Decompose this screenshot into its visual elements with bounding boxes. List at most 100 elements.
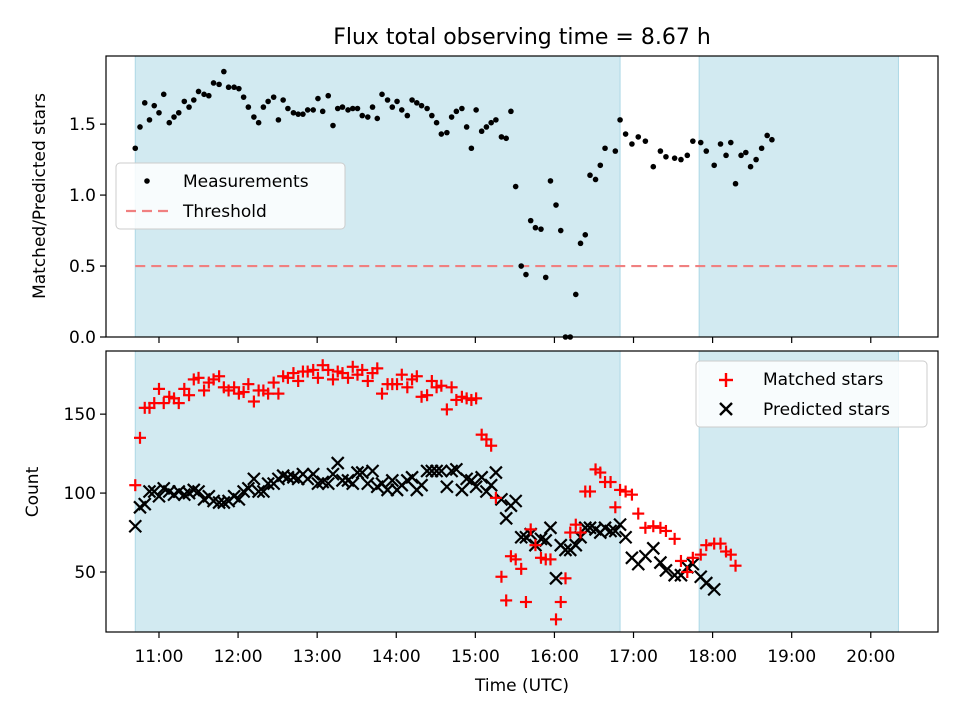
predicted-star-point [405,470,419,485]
predicted-star-point [667,568,682,582]
measurement-point [503,135,509,142]
measurement-point [404,112,411,119]
xtick-label: 15:00 [451,647,500,667]
measurement-point [231,84,237,91]
predicted-star-point [142,484,157,499]
predicted-star-point [434,464,449,478]
measurement-point [758,145,765,152]
measurement-point [498,134,505,140]
predicted-star-point [256,484,271,499]
legend-predicted-marker [719,402,733,416]
matched-star-point [625,488,638,501]
measurement-point [642,138,649,144]
bottom-y-axis-label: Count [23,466,43,517]
matched-star-point [686,551,699,564]
measurement-point [557,227,564,234]
top-shaded-intervals [134,55,899,338]
matched-star-point [609,501,622,514]
measurement-point [334,105,341,112]
matched-star-point [152,382,165,395]
measurement-point [512,183,519,190]
measurement-point [577,240,584,247]
predicted-star-point [247,472,261,486]
measurement-point [236,85,242,92]
predicted-star-point [128,519,143,534]
measurement-point [542,274,549,281]
measurement-point [330,122,336,129]
measurement-point [587,172,593,179]
predicted-star-point [558,543,573,557]
measurement-point [295,111,301,117]
measurement-point [210,80,217,86]
measurement-point [300,111,306,117]
measurement-point [359,112,366,119]
predicted-star-point [311,476,325,491]
measurement-point [409,97,415,103]
measurement-point [304,107,311,113]
measurement-point [429,112,435,119]
measurement-point [270,94,277,100]
matched-star-point [544,553,557,566]
predicted-star-point [429,464,444,478]
measurement-point [245,104,252,110]
shaded-interval-0 [134,350,621,633]
matched-star-point [470,392,483,405]
matched-star-point [614,483,627,496]
matched-star-point [322,363,335,376]
xtick-label: 18:00 [688,647,737,667]
measurement-point [617,117,623,123]
legend-predicted-label: Predicted stars [763,400,890,420]
top-y-ticks: 0.0 0.5 1.0 1.5 [69,115,106,348]
matched-star-point [213,370,226,383]
measurement-point [151,102,158,109]
measurement-point [418,102,425,109]
bottom-legend-box [695,360,928,428]
measurement-point [547,178,554,184]
matched-star-point [659,524,672,537]
measurement-point [657,148,664,154]
measurement-point [582,232,589,238]
matched-star-point [519,596,532,609]
matched-star-point [489,491,502,504]
predicted-star-point [569,538,583,552]
measurement-point [379,91,385,98]
count-points [128,359,742,626]
predicted-star-point [534,532,548,546]
xtick-label: 19:00 [767,647,816,667]
predicted-star-point [261,476,275,491]
measurement-point [629,141,635,147]
matched-star-point [361,374,374,387]
top-axes-frame [105,55,939,338]
matched-star-point [529,539,542,552]
measurement-point [597,162,604,169]
legend-measurements-label: Measurements [183,172,309,192]
measurement-point [166,119,173,126]
matched-star-point [401,381,414,394]
matched-star-point [242,378,255,391]
matched-star-point [714,537,727,550]
measurement-point [374,115,381,122]
predicted-star-point [345,476,360,491]
measurement-point [265,98,271,105]
shaded-interval-1 [698,55,899,338]
measurement-point [285,105,291,112]
measurement-point [453,108,460,115]
predicted-star-point [494,492,509,507]
measurement-point [769,136,775,143]
matched-star-point [639,521,652,534]
measurement-point [339,104,346,110]
predicted-star-point [484,478,498,492]
measurement-point [753,156,759,163]
measurement-point [747,163,754,170]
xtick-label: 12:00 [214,647,263,667]
top-ytick-label: 0.0 [69,328,96,348]
matched-star-point [594,466,607,479]
matched-star-point [674,554,687,567]
measurement-point [345,107,351,113]
matched-star-point [342,371,355,384]
predicted-star-point [543,521,558,535]
matched-star-point [729,559,742,572]
predicted-star-point [549,571,563,586]
predicted-star-point [618,530,633,545]
